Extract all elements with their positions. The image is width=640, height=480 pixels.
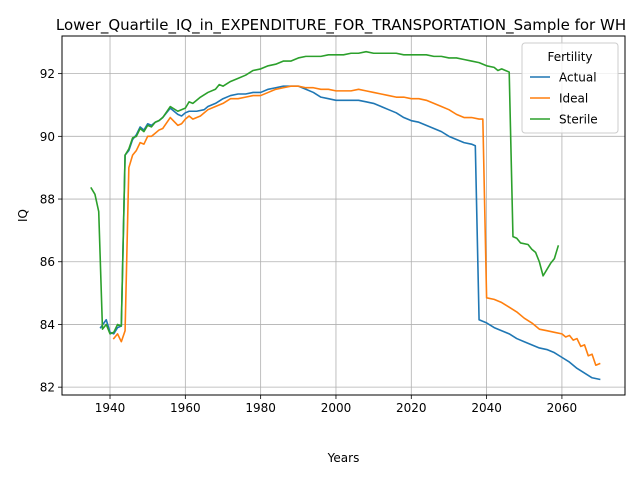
x-tick-label: 1960 [170,401,201,415]
y-tick-label: 84 [40,318,55,332]
legend-entries: Actual Ideal Sterile [530,71,598,127]
x-tick-label: 2000 [321,401,352,415]
series-line-sterile [90,50,560,335]
legend-box [521,42,619,134]
axis-ticks: 1940 1960 1980 2000 2020 2040 2060 82 84 86 88 90 92 [40,67,577,415]
x-tick-label: 1940 [95,401,126,415]
y-tick-label: 92 [40,67,55,81]
x-tick-label: 2020 [396,401,427,415]
y-tick-label: 90 [40,130,55,144]
y-tick-label: 82 [40,381,55,395]
x-tick-label: 1980 [245,401,276,415]
legend-label-ideal: Ideal [559,92,588,106]
legend-label-sterile: Sterile [559,113,598,127]
series-lines [90,50,601,381]
legend: Fertility Actual Ideal Sterile [521,42,619,134]
y-tick-label: 88 [40,193,55,207]
chart-title: Lower_Quartile_IQ_in_EXPENDITURE_FOR_TRA… [56,16,626,35]
x-axis-label: Years [327,451,360,465]
series-line-ideal [112,85,601,367]
series-line-actual [99,85,601,381]
legend-label-actual: Actual [559,71,597,85]
legend-title: Fertility [547,50,592,64]
x-tick-label: 2040 [471,401,502,415]
y-axis-label: IQ [16,209,30,222]
plot-area-frame [61,35,626,396]
y-tick-label: 86 [40,255,55,269]
x-tick-label: 2060 [547,401,578,415]
